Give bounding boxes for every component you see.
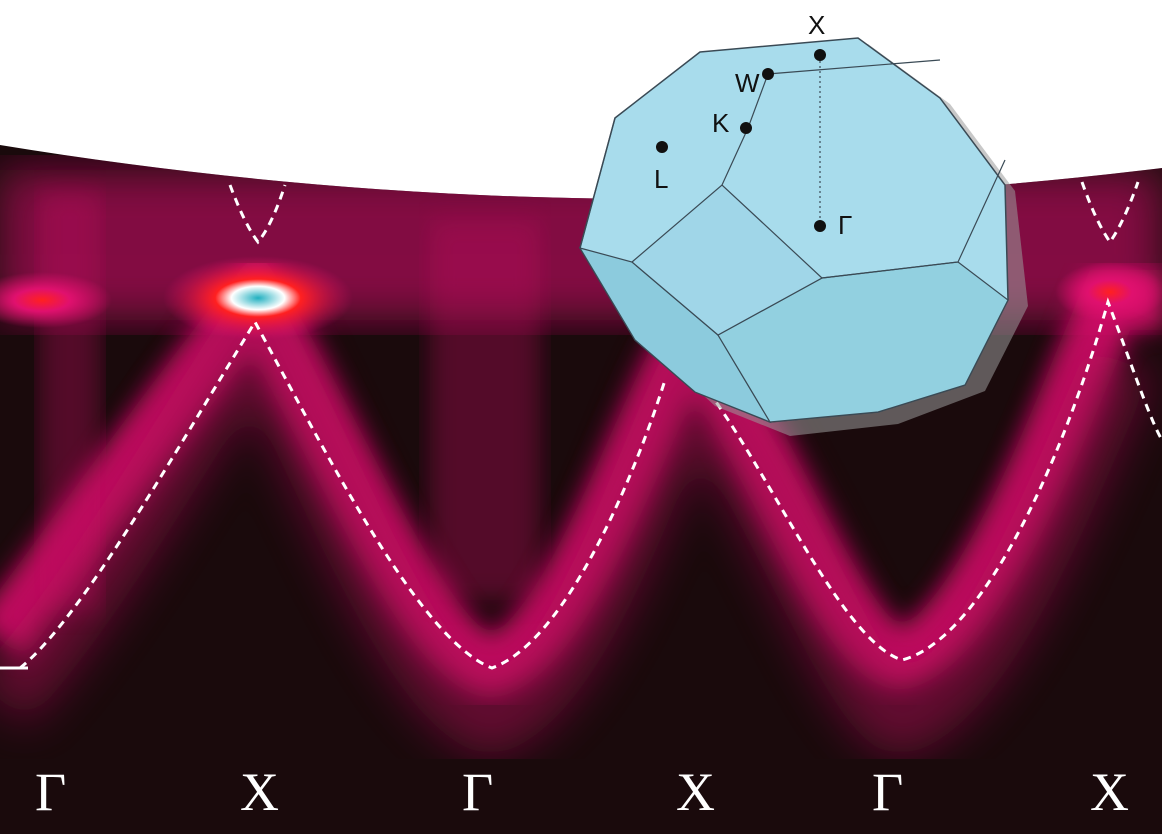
axis-label-x: X <box>676 762 715 822</box>
hotspot-left <box>0 272 112 328</box>
point-gamma-label: Γ <box>838 210 852 240</box>
point-x-dot <box>814 49 826 61</box>
dashed-band <box>19 319 667 670</box>
brillouin-zone: X W K L Γ <box>578 10 1028 436</box>
zone-edge <box>579 117 616 249</box>
zone-edge <box>721 59 941 186</box>
dashed-band-top <box>228 184 287 245</box>
point-k-label: K <box>712 108 730 138</box>
streak <box>40 190 100 610</box>
axis-label-x: X <box>240 762 279 822</box>
point-x-label: X <box>808 10 825 40</box>
axis-label-gamma: Γ <box>35 762 66 822</box>
point-k-dot <box>740 122 752 134</box>
point-l-label: L <box>654 164 668 194</box>
axis-label-x: X <box>1090 762 1129 822</box>
axis-label-gamma: Γ <box>872 762 903 822</box>
axis-labels: Γ X Γ X Γ X <box>35 762 1129 822</box>
point-l-dot <box>656 141 668 153</box>
dashed-band <box>698 297 1162 662</box>
point-w-dot <box>762 68 774 80</box>
point-gamma-dot <box>814 220 826 232</box>
streak <box>430 220 540 600</box>
hotspot-right <box>1055 262 1162 322</box>
point-w-label: W <box>735 68 760 98</box>
axis-label-gamma: Γ <box>462 762 493 822</box>
hotspot-peak <box>163 256 353 340</box>
zone-edge <box>821 159 1006 279</box>
band-intensity-lower <box>0 261 1152 758</box>
